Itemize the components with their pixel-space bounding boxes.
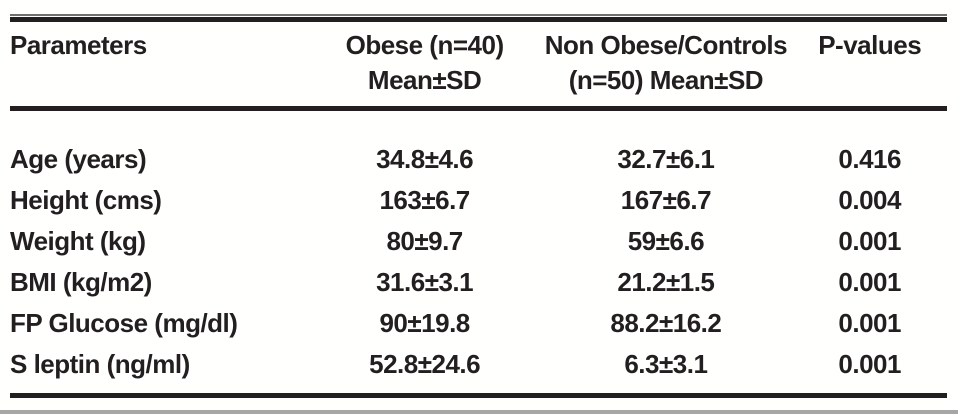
obese-mean-cell: 90±19.8 [379,308,470,338]
page-divider-rule [0,410,958,414]
parameter-cell: S leptin (ng/ml) [10,349,190,379]
pvalue-cell: 0.004 [838,185,901,215]
table-row: Age (years) 34.8±4.6 32.7±6.1 0.416 [10,109,947,181]
column-header-label: P-values [818,30,922,60]
parameter-cell: BMI (kg/m2) [10,267,152,297]
column-header-label: Parameters [10,30,147,60]
header-row: Parameters Obese (n=40) Mean±SD Non Obes… [10,22,947,111]
nonobese-mean-cell: 6.3±3.1 [624,349,708,379]
obese-mean-cell: 80±9.7 [386,226,463,256]
nonobese-mean-cell: 32.7±6.1 [617,144,715,174]
column-header-label: Non Obese/Controls [544,30,788,60]
parameter-cell: Height (cms) [10,185,162,215]
pvalue-cell: 0.001 [838,308,901,338]
obese-mean-cell: 31.6±3.1 [376,267,474,297]
top-rule-gap [10,16,947,17]
table-row: BMI (kg/m2) 31.6±3.1 21.2±1.5 0.001 [10,262,947,303]
nonobese-mean-cell: 21.2±1.5 [617,267,715,297]
nonobese-mean-cell: 167±6.7 [620,185,712,215]
nonobese-mean-cell: 59±6.6 [627,226,705,256]
parameter-cell: FP Glucose (mg/dl) [10,308,238,338]
nonobese-mean-cell: 88.2±16.2 [610,308,722,338]
column-header-sublabel: Mean±SD [367,65,482,95]
column-header-sublabel: (n=50) Mean±SD [568,65,764,95]
obese-mean-cell: 163±6.7 [379,185,470,215]
table-row: Weight (kg) 80±9.7 59±6.6 0.001 [10,221,947,262]
table-row: S leptin (ng/ml) 52.8±24.6 6.3±3.1 0.001 [10,344,947,385]
column-header-obese: Obese (n=40) Mean±SD [309,22,540,111]
column-header-pvalues: P-values [792,22,947,111]
parameter-cell: Weight (kg) [10,226,146,256]
parameter-cell: Age (years) [10,144,147,174]
table-row: Height (cms) 163±6.7 167±6.7 0.004 [10,180,947,221]
pvalue-cell: 0.416 [838,144,901,174]
column-header-label: Obese (n=40) [345,30,505,60]
top-thin-rule [10,14,947,16]
column-header-nonobese: Non Obese/Controls (n=50) Mean±SD [539,22,793,111]
pvalue-cell: 0.001 [838,267,901,297]
bottom-thick-rule [10,393,947,398]
obese-mean-cell: 52.8±24.6 [369,349,481,379]
top-thick-rule [10,17,947,22]
pvalue-cell: 0.001 [838,349,901,379]
table-row: FP Glucose (mg/dl) 90±19.8 88.2±16.2 0.0… [10,303,947,344]
results-table: Parameters Obese (n=40) Mean±SD Non Obes… [10,14,947,398]
pvalue-cell: 0.001 [838,226,901,256]
stats-table: Parameters Obese (n=40) Mean±SD Non Obes… [10,22,947,385]
column-header-parameters: Parameters [10,22,310,111]
obese-mean-cell: 34.8±4.6 [376,144,474,174]
